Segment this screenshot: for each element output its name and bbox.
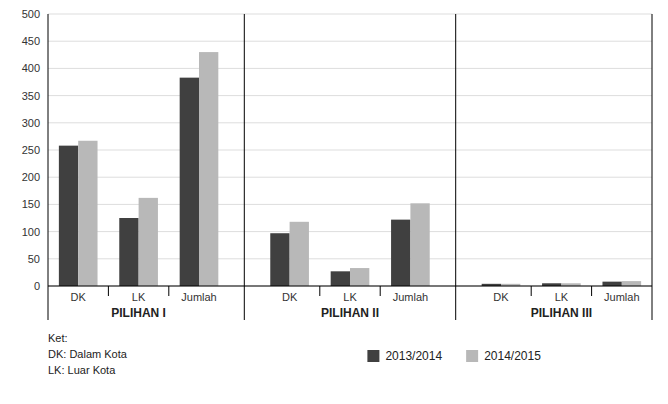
y-tick-label: 200	[22, 171, 40, 183]
y-tick-label: 450	[22, 35, 40, 47]
grid-line	[48, 68, 652, 69]
x-tick-label: LK	[343, 291, 357, 303]
bar	[78, 141, 97, 286]
y-tick-label: 150	[22, 198, 40, 210]
x-tick-label: Jumlah	[181, 291, 216, 303]
y-tick-label: 50	[28, 253, 40, 265]
bar	[410, 203, 429, 286]
grid-line	[48, 14, 652, 15]
grid-line	[48, 41, 652, 42]
group-separator	[455, 14, 456, 320]
group-separator	[48, 14, 49, 320]
group-label: PILIHAN II	[321, 306, 379, 320]
y-tick-label: 0	[34, 280, 40, 292]
axes	[48, 14, 652, 320]
grid-line	[48, 150, 652, 151]
y-tick-label: 400	[22, 62, 40, 74]
group-separator	[244, 14, 245, 320]
x-minor-tick	[380, 286, 381, 296]
grid-line	[48, 177, 652, 178]
legend: 2013/2014 2014/2015	[367, 349, 541, 363]
bar	[199, 52, 218, 286]
y-tick-label: 350	[22, 90, 40, 102]
x-minor-tick	[591, 286, 592, 296]
bar	[59, 146, 78, 286]
x-axis-line	[48, 286, 652, 287]
x-minor-tick	[108, 286, 109, 296]
legend-label: 2014/2015	[484, 349, 541, 363]
group-label: PILIHAN III	[531, 306, 592, 320]
note: DK: Dalam Kota	[48, 348, 128, 360]
note: Ket:	[48, 332, 68, 344]
y-tick-label: 250	[22, 144, 40, 156]
x-tick-label: Jumlah	[393, 291, 428, 303]
group-separator	[652, 14, 653, 320]
y-tick-label: 300	[22, 117, 40, 129]
chart: 0 50 100 150 200 250 300 350 400 450 500 DK LK Jumlah…	[0, 0, 668, 404]
bar	[622, 281, 641, 286]
grid-line	[48, 122, 652, 123]
x-tick-label: DK	[493, 291, 509, 303]
x-minor-tick	[168, 286, 169, 296]
y-tick-label: 500	[22, 8, 40, 20]
x-minor-tick	[319, 286, 320, 296]
y-tick-label: 100	[22, 226, 40, 238]
x-tick-label: DK	[282, 291, 298, 303]
bar	[290, 222, 309, 286]
bars	[59, 52, 641, 286]
x-tick-label: LK	[555, 291, 569, 303]
bar	[391, 220, 410, 286]
group-label: PILIHAN I	[111, 306, 166, 320]
bar	[119, 218, 138, 286]
bar	[331, 271, 350, 286]
bar	[270, 233, 289, 286]
legend-swatch	[466, 350, 478, 362]
note: LK: Luar Kota	[48, 364, 116, 376]
x-minor-tick	[531, 286, 532, 296]
grid-line	[48, 286, 652, 287]
grid-line	[48, 95, 652, 96]
bar	[350, 268, 369, 286]
bar	[139, 198, 158, 286]
x-tick-label: Jumlah	[604, 291, 639, 303]
legend-label: 2013/2014	[385, 349, 442, 363]
bar	[180, 78, 199, 286]
x-tick-label: LK	[132, 291, 146, 303]
bar	[602, 282, 621, 286]
legend-swatch	[367, 350, 379, 362]
grid	[48, 14, 652, 286]
x-tick-label: DK	[71, 291, 87, 303]
